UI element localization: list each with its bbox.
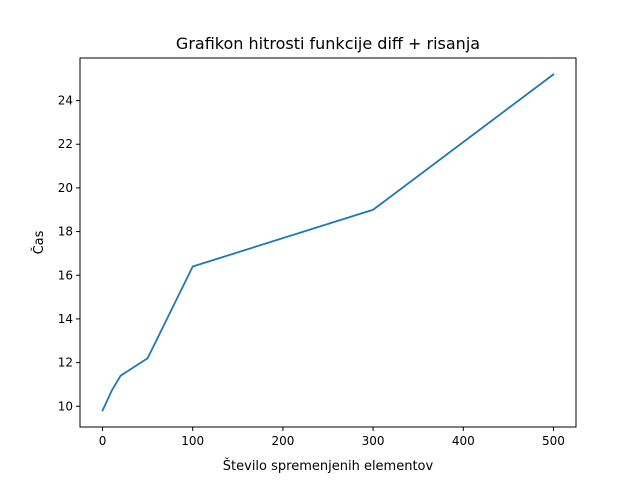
x-tick-label: 400 xyxy=(452,434,475,448)
x-tick-label: 200 xyxy=(271,434,294,448)
axes-frame xyxy=(79,57,577,428)
y-tick-label: 20 xyxy=(58,181,73,195)
x-tick-label: 100 xyxy=(181,434,204,448)
x-tick-label: 300 xyxy=(362,434,385,448)
y-tick-label: 18 xyxy=(58,225,73,239)
y-tick-label: 14 xyxy=(58,312,73,326)
series-line xyxy=(101,73,555,412)
y-tick-label: 16 xyxy=(58,268,73,282)
x-axis-label: Število spremenjenih elementov xyxy=(223,458,434,474)
y-axis-label: Čas xyxy=(31,230,47,254)
y-tick-label: 22 xyxy=(58,137,73,151)
y-tick-label: 24 xyxy=(58,94,73,108)
x-axis-ticks: 0 100 200 300 400 500 xyxy=(99,427,565,448)
x-tick-label: 0 xyxy=(99,434,107,448)
plot-area xyxy=(101,73,555,412)
x-tick-label: 500 xyxy=(542,434,565,448)
y-tick-label: 10 xyxy=(58,399,73,413)
y-tick-label: 12 xyxy=(58,356,73,370)
chart-title: Grafikon hitrosti funkcije diff + risanj… xyxy=(176,34,480,53)
y-axis-ticks: 10 12 14 16 18 20 22 24 xyxy=(58,94,80,413)
